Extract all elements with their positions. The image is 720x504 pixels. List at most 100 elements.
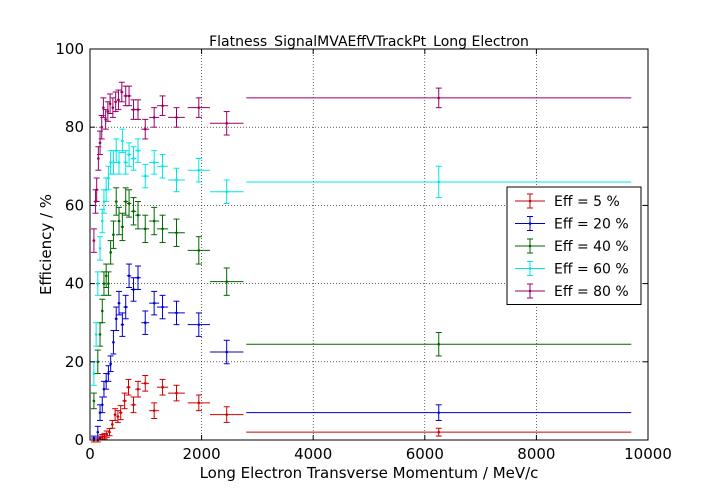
point-marker: [98, 333, 102, 336]
data-series: [90, 81, 632, 443]
point-marker: [225, 121, 229, 125]
point-marker: [117, 301, 121, 305]
data-point: [122, 150, 129, 175]
data-point: [134, 138, 141, 163]
point-marker: [120, 90, 124, 94]
point-marker: [143, 382, 147, 385]
data-point: [109, 97, 116, 118]
point-marker: [97, 157, 100, 160]
point-marker: [117, 161, 121, 164]
data-point: [121, 392, 128, 410]
point-marker: [102, 106, 105, 109]
point-marker: [111, 423, 114, 426]
data-point: [126, 189, 133, 218]
point-marker: [109, 161, 112, 164]
data-point: [107, 355, 114, 373]
point-marker: [104, 118, 107, 121]
point-marker: [100, 435, 104, 439]
data-point: [126, 85, 133, 107]
legend-entry: Eff = 5 %: [515, 193, 620, 210]
point-marker: [107, 176, 110, 180]
data-point: [94, 349, 101, 375]
data-point: [209, 267, 244, 296]
point-marker: [98, 141, 102, 145]
point-marker: [143, 227, 147, 231]
point-marker: [136, 149, 140, 152]
data-point: [149, 150, 160, 175]
series-2: [90, 263, 632, 441]
point-marker: [119, 411, 122, 414]
legend-swatch-marker: [528, 289, 532, 293]
x-tick-label: 8000: [517, 445, 555, 463]
point-marker: [96, 282, 100, 285]
data-point: [141, 214, 150, 244]
point-marker: [136, 213, 140, 217]
data-point: [126, 263, 133, 289]
point-marker: [96, 430, 100, 434]
data-point: [149, 107, 160, 128]
point-marker: [143, 174, 147, 178]
data-point: [141, 374, 150, 392]
data-point: [187, 394, 210, 412]
data-point: [97, 236, 104, 261]
legend-entry: Eff = 40 %: [515, 238, 629, 255]
point-marker: [132, 288, 135, 291]
data-point: [130, 197, 137, 226]
point-marker: [114, 200, 118, 203]
data-point: [119, 312, 126, 337]
point-marker: [100, 125, 104, 129]
point-marker: [175, 178, 178, 182]
point-marker: [136, 387, 140, 391]
data-point: [114, 410, 121, 423]
data-point: [90, 228, 97, 253]
point-marker: [108, 430, 111, 434]
legend-entry: Eff = 80 %: [515, 283, 629, 300]
y-tick-label: 0: [74, 431, 84, 449]
data-point: [168, 384, 185, 402]
point-marker: [105, 432, 109, 436]
point-marker: [127, 202, 131, 205]
point-marker: [161, 104, 164, 107]
data-point: [130, 146, 137, 171]
point-marker: [117, 98, 120, 102]
data-point: [134, 99, 141, 120]
data-point: [156, 154, 169, 179]
point-marker: [92, 239, 96, 242]
data-point: [115, 89, 122, 111]
data-point: [116, 290, 123, 316]
data-point: [112, 91, 119, 113]
data-point: [93, 322, 100, 347]
point-marker: [111, 106, 115, 109]
point-marker: [152, 161, 156, 164]
point-marker: [121, 139, 124, 143]
data-point: [110, 220, 117, 249]
data-point: [168, 300, 185, 326]
data-point: [209, 111, 244, 136]
point-marker: [127, 153, 131, 156]
point-marker: [92, 436, 96, 440]
data-point: [119, 212, 126, 242]
point-marker: [127, 94, 131, 98]
legend: Eff = 5 % Eff = 20 % Eff = 40 % Eff = 60 % E…: [506, 186, 642, 305]
data-point: [168, 218, 185, 247]
data-point: [134, 200, 141, 230]
legend-entry: Eff = 60 %: [515, 261, 629, 278]
data-point: [149, 206, 160, 236]
point-marker: [100, 309, 104, 313]
point-marker: [114, 317, 118, 321]
data-point: [116, 206, 123, 236]
data-point: [105, 271, 112, 296]
y-tick-label: 80: [65, 118, 84, 136]
data-point: [119, 128, 126, 154]
point-marker: [108, 102, 112, 106]
data-point: [187, 236, 210, 265]
point-marker: [437, 430, 441, 434]
legend-label: Eff = 40 %: [554, 239, 629, 255]
data-point: [126, 142, 133, 167]
legend-swatch-marker: [528, 222, 532, 225]
point-marker: [112, 233, 115, 237]
axis-ticks: 0 2000 4000 6000 8000 10000 0 20 40 60 80 100: [55, 40, 672, 463]
point-marker: [437, 411, 441, 414]
point-marker: [161, 165, 164, 168]
